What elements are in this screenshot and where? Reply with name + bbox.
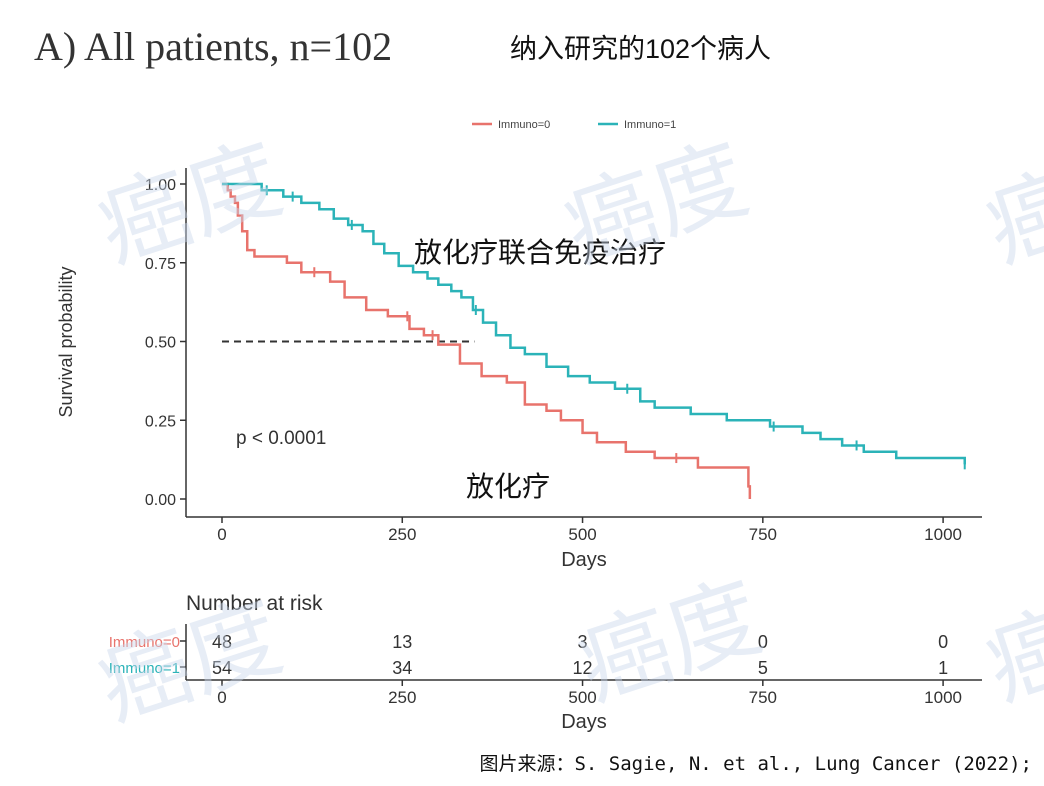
risk-x-tick-label: 750 (749, 688, 777, 707)
risk-x-tick-label: 0 (217, 688, 226, 707)
risk-table-title: Number at risk (186, 592, 323, 615)
legend-label-immuno1: Immuno=1 (624, 119, 676, 131)
risk-count: 54 (212, 658, 232, 678)
risk-count: 0 (938, 632, 948, 652)
risk-count: 34 (392, 658, 412, 678)
x-tick-label: 1000 (924, 525, 962, 544)
x-axis-label: Days (561, 549, 607, 571)
y-tick-label: 0.75 (145, 256, 176, 273)
annotation-immuno0: 放化疗 (466, 471, 550, 502)
y-tick-label: 1.00 (145, 177, 176, 194)
risk-count: 13 (392, 632, 412, 652)
risk-table: Immuno=0 48 13 3 0 0 Immuno=1 54 34 12 5 1 0 250 500 75… (109, 624, 982, 707)
y-tick-label: 0.00 (145, 492, 176, 509)
risk-row-label: Immuno=1 (109, 660, 180, 677)
main-axes (185, 168, 982, 518)
risk-count: 5 (758, 658, 768, 678)
survival-curve-immuno-0 (222, 182, 752, 499)
risk-x-tick-label: 500 (568, 688, 596, 707)
watermark: 癌度 (975, 565, 1044, 719)
watermark: 癌度 (87, 585, 294, 739)
x-tick-label: 750 (749, 525, 777, 544)
x-tick-label: 250 (388, 525, 416, 544)
x-tick-label: 500 (568, 525, 596, 544)
risk-count: 3 (578, 632, 588, 652)
risk-x-axis-label: Days (561, 711, 607, 733)
watermark: 癌度 (87, 127, 294, 281)
risk-row-label: Immuno=0 (109, 634, 180, 651)
legend-label-immuno0: Immuno=0 (498, 119, 550, 131)
survival-curves (222, 182, 966, 499)
x-ticks: 0 250 500 750 1000 (217, 517, 962, 544)
watermark: 癌度 (975, 127, 1044, 281)
risk-x-tick-label: 250 (388, 688, 416, 707)
risk-count: 48 (212, 632, 232, 652)
risk-count: 0 (758, 632, 768, 652)
legend: Immuno=0 Immuno=1 (472, 119, 676, 131)
annotation-immuno1: 放化疗联合免疫治疗 (414, 237, 666, 268)
risk-x-tick-label: 1000 (924, 688, 962, 707)
source-note: 图片来源：S. Sagie, N. et al., Lung Cancer (2… (479, 753, 1032, 775)
watermark: 癌度 (567, 565, 774, 719)
survival-curve-immuno-1 (222, 182, 966, 465)
panel-label-cn: 纳入研究的102个病人 (510, 34, 771, 64)
y-axis-label: Survival probability (56, 266, 76, 417)
risk-count: 12 (573, 658, 593, 678)
y-ticks: 0.00 0.25 0.50 0.75 1.00 (145, 177, 186, 509)
y-tick-label: 0.25 (145, 413, 176, 430)
p-value: p < 0.0001 (236, 428, 326, 449)
panel-label: A) All patients, n=102 (34, 24, 392, 69)
y-tick-label: 0.50 (145, 335, 176, 352)
risk-count: 1 (938, 658, 948, 678)
x-tick-label: 0 (217, 525, 226, 544)
